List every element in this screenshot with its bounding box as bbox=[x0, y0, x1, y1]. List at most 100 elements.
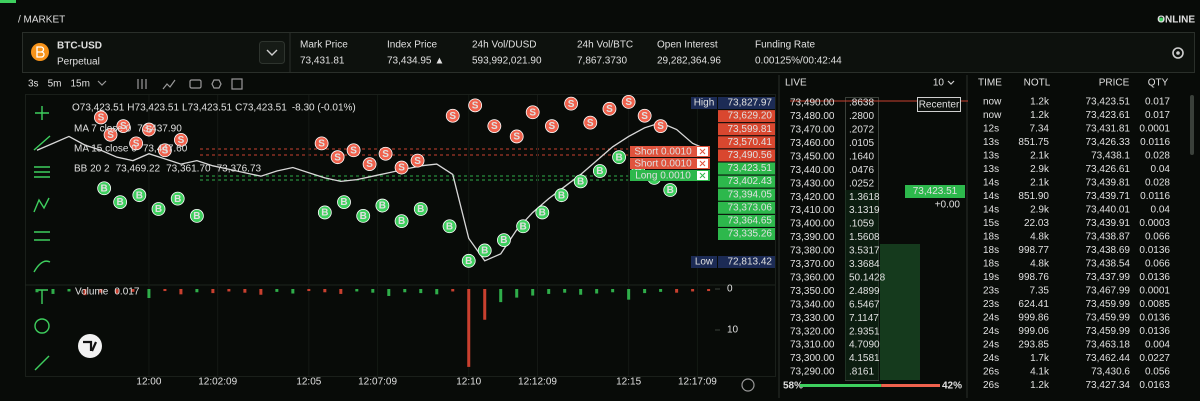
orderbook-title: LIVE bbox=[785, 78, 807, 89]
ratio-label: 42% bbox=[942, 381, 962, 392]
ohlc-key: L bbox=[182, 103, 188, 114]
trade-marker bbox=[170, 191, 185, 206]
orderbook-size: .2800 bbox=[849, 111, 874, 122]
x-tick-label: 12:07:09 bbox=[358, 377, 397, 388]
trade-time: 18s bbox=[983, 245, 999, 256]
tool-ruler[interactable] bbox=[34, 355, 50, 371]
orderbook-price: 73,420.00 bbox=[790, 192, 835, 203]
trade-price: 73,426.33 bbox=[1086, 137, 1131, 148]
trade-time: 26s bbox=[983, 367, 999, 378]
trade-marker bbox=[394, 160, 409, 175]
trade-qty: 0.066 bbox=[1145, 259, 1170, 270]
orderbook-size: 2.9351 bbox=[849, 326, 880, 337]
indicator-name: BB 20 2 bbox=[74, 164, 110, 175]
indicator-value: 73,447.60 bbox=[143, 144, 188, 155]
orderbook-price: 73,340.00 bbox=[790, 299, 835, 310]
volume-bar bbox=[355, 289, 359, 292]
symbol-subtitle: Perpetual bbox=[57, 57, 100, 68]
volume-bar bbox=[563, 289, 567, 293]
indicator-value: 73,361.70 bbox=[166, 164, 211, 175]
volume-bar bbox=[579, 289, 583, 295]
trade-marker bbox=[544, 119, 559, 133]
trade-marker-label: B bbox=[101, 183, 108, 194]
trade-marker-label: S bbox=[641, 111, 648, 122]
last-price: 73,423.51 bbox=[913, 186, 958, 197]
market-dropdown[interactable] bbox=[259, 41, 285, 64]
trade-marker-label: S bbox=[366, 159, 373, 170]
trade-time: 13s bbox=[983, 137, 999, 148]
trade-marker bbox=[158, 143, 172, 158]
trade-marker bbox=[535, 205, 550, 220]
tool-pattern[interactable] bbox=[33, 197, 50, 213]
trade-notl: 999.06 bbox=[1018, 326, 1049, 337]
volume-bar bbox=[467, 289, 471, 367]
order-popup-row[interactable] bbox=[630, 158, 710, 169]
trade-price: 73,423.51 bbox=[1086, 97, 1131, 108]
volume-bar bbox=[643, 289, 647, 294]
trade-notl: 4.1k bbox=[1030, 367, 1050, 378]
trade-qty: 0.0003 bbox=[1139, 218, 1170, 229]
trade-marker bbox=[97, 181, 112, 196]
price-tag: 73,364.65 bbox=[728, 216, 773, 227]
volume-bar bbox=[531, 289, 535, 296]
trade-marker bbox=[497, 233, 511, 247]
trade-marker-label: S bbox=[587, 118, 594, 129]
tool-crosshair[interactable] bbox=[35, 106, 49, 120]
trade-price: 73,438.87 bbox=[1086, 232, 1131, 243]
tool-fib[interactable] bbox=[34, 231, 50, 241]
tool-emoji[interactable] bbox=[34, 318, 50, 334]
tool-trendline[interactable] bbox=[33, 135, 51, 151]
chart-settings[interactable] bbox=[741, 378, 755, 392]
order-popup-row[interactable] bbox=[630, 146, 710, 157]
price-tag-box bbox=[718, 97, 775, 109]
trade-qty: 0.017 bbox=[1145, 97, 1170, 108]
orderbook-size: 7.1147 bbox=[849, 313, 879, 324]
price-tag: 73,599.81 bbox=[728, 124, 773, 135]
camera-icon[interactable] bbox=[189, 79, 202, 89]
interval-button[interactable]: 15m bbox=[70, 79, 89, 90]
trade-time: 24s bbox=[983, 353, 999, 364]
settings-gear[interactable] bbox=[1172, 47, 1184, 59]
price-tag-box bbox=[718, 110, 775, 123]
orderbook-size: 1.5608 bbox=[849, 232, 880, 243]
settings-icon[interactable] bbox=[211, 79, 222, 89]
trade-price: 73,440.01 bbox=[1086, 205, 1131, 216]
volume-bar bbox=[387, 289, 391, 296]
trade-marker-label: S bbox=[334, 152, 341, 163]
depth-chevron[interactable] bbox=[947, 80, 955, 85]
orderbook-price: 73,360.00 bbox=[790, 272, 835, 283]
volume-bar bbox=[675, 289, 679, 293]
price-tag-box bbox=[718, 188, 775, 201]
orderbook-price: 73,410.00 bbox=[790, 205, 835, 216]
fullscreen-icon[interactable] bbox=[231, 78, 243, 90]
status: ONLINE bbox=[1157, 15, 1195, 26]
order-cancel-x bbox=[699, 148, 706, 155]
interval-button[interactable]: 5m bbox=[48, 79, 62, 90]
order-popup-row[interactable] bbox=[630, 170, 710, 181]
trade-marker-label: B bbox=[379, 201, 386, 212]
interval-button[interactable]: 3s bbox=[28, 79, 39, 90]
trades-header: QTY bbox=[1148, 78, 1169, 89]
tool-brush[interactable] bbox=[33, 260, 51, 273]
trade-marker-label: S bbox=[491, 121, 498, 132]
volume-bar bbox=[67, 289, 71, 292]
orderbook-price: 73,300.00 bbox=[790, 353, 835, 364]
trade-price: 73,438.54 bbox=[1086, 259, 1131, 270]
indicator-name: MA 7 close 0 bbox=[74, 124, 132, 135]
candle-icon[interactable] bbox=[137, 79, 147, 89]
recenter-button[interactable] bbox=[917, 97, 961, 112]
trade-marker bbox=[410, 153, 425, 168]
trade-time: 15s bbox=[983, 218, 999, 229]
trade-marker-label: S bbox=[549, 121, 556, 132]
ratio-label: 58% bbox=[783, 381, 803, 392]
interval-chevron[interactable] bbox=[97, 80, 107, 86]
orderbook-size: .0476 bbox=[849, 165, 874, 176]
trade-marker bbox=[583, 115, 598, 130]
indicator-icon[interactable] bbox=[162, 79, 176, 90]
orderbook-price: 73,400.00 bbox=[790, 219, 835, 230]
trade-qty: 0.0085 bbox=[1139, 299, 1170, 310]
tool-lines[interactable] bbox=[34, 166, 50, 178]
trade-time: 13s bbox=[983, 164, 999, 175]
ohlc-value: 73,423.51 bbox=[242, 103, 287, 114]
trade-time: 19s bbox=[983, 272, 999, 283]
